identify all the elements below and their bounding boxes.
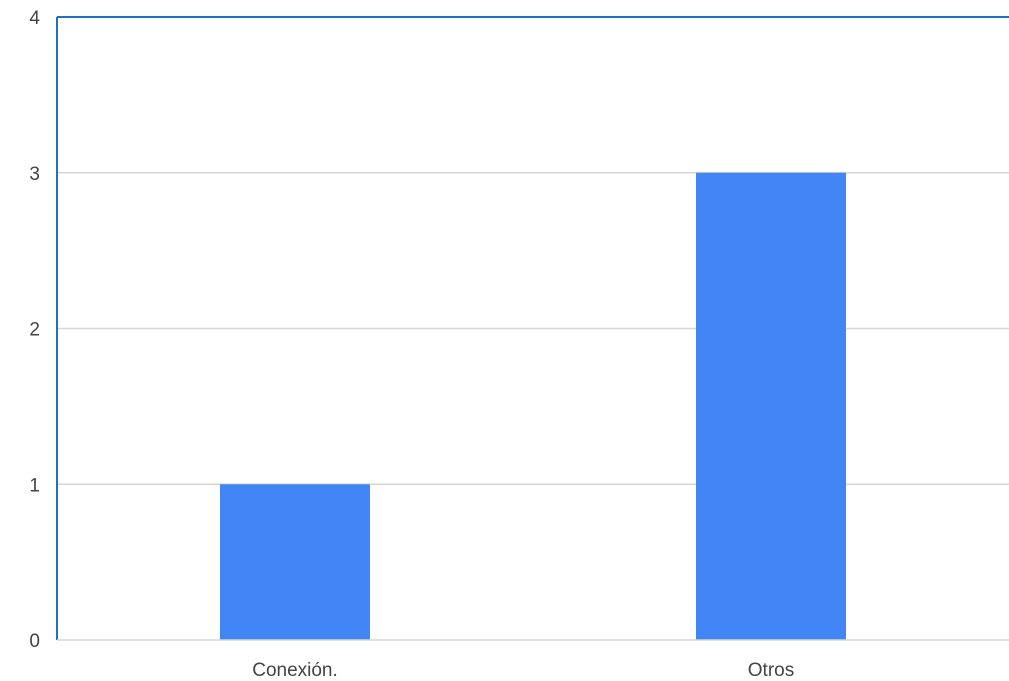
bar-1 [220, 484, 370, 640]
y-tick-label-0: 0 [29, 631, 40, 652]
y-tick-label-3: 3 [29, 164, 40, 185]
x-tick-label-1: Conexión. [252, 660, 338, 681]
y-tick-labels: 0 1 2 3 4 [29, 8, 40, 652]
bars [220, 172, 846, 640]
axes [56, 16, 1009, 641]
y-tick-label-4: 4 [29, 8, 40, 29]
y-tick-label-2: 2 [29, 320, 40, 341]
x-tick-labels: Conexión. Otros [252, 660, 794, 681]
gridlines [57, 172, 1009, 485]
y-tick-label-1: 1 [29, 475, 40, 496]
x-tick-label-2: Otros [748, 660, 794, 681]
bar-2 [696, 172, 846, 640]
